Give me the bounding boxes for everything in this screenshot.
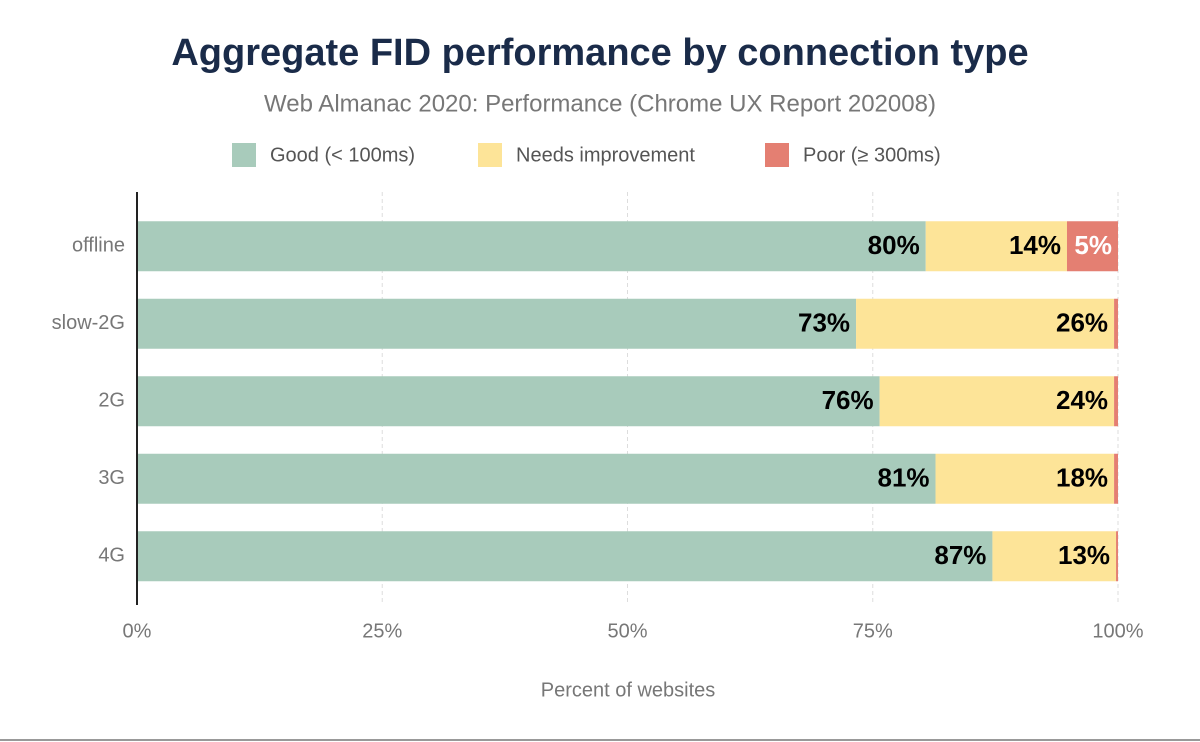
y-tick-label: 2G <box>98 390 125 412</box>
bar-segment <box>856 298 1115 349</box>
data-label: 76% <box>822 385 874 415</box>
bar-segment <box>1116 531 1118 582</box>
y-tick-label: slow-2G <box>52 312 125 334</box>
data-label: 87% <box>934 540 986 570</box>
bar-segment <box>137 531 993 582</box>
bar-segment <box>137 298 857 349</box>
data-label: 5% <box>1074 230 1112 260</box>
data-label: 26% <box>1056 308 1108 338</box>
x-tick-label: 75% <box>853 620 893 642</box>
data-label: 18% <box>1056 463 1108 493</box>
y-tick-label: 4G <box>98 545 125 567</box>
bar-segment <box>992 531 1117 582</box>
data-label: 13% <box>1058 540 1110 570</box>
bar-segment <box>137 453 936 504</box>
data-label: 14% <box>1009 230 1061 260</box>
bar-segment <box>1114 376 1118 427</box>
bar-segment <box>1066 221 1118 272</box>
x-tick-label: 0% <box>123 620 152 642</box>
y-tick-label: offline <box>72 235 125 257</box>
legend-label: Needs improvement <box>516 144 695 166</box>
data-label: 80% <box>868 230 920 260</box>
bar-segment <box>935 453 1115 504</box>
legend-label: Good (< 100ms) <box>270 144 415 166</box>
data-label: 24% <box>1056 385 1108 415</box>
bar-segment <box>1114 298 1118 349</box>
bar-segment <box>137 376 880 427</box>
data-label: 73% <box>798 308 850 338</box>
chart-title: Aggregate FID performance by connection … <box>171 32 1028 74</box>
x-tick-label: 100% <box>1092 620 1143 642</box>
data-label: 81% <box>877 463 929 493</box>
bar-segment <box>137 221 926 272</box>
legend-swatch <box>765 143 789 167</box>
legend-swatch <box>232 143 256 167</box>
x-axis-title: Percent of websites <box>541 679 716 701</box>
bar-segment <box>925 221 1067 272</box>
y-tick-label: 3G <box>98 467 125 489</box>
bar-segment <box>879 376 1115 427</box>
chart-subtitle: Web Almanac 2020: Performance (Chrome UX… <box>264 90 936 117</box>
x-tick-label: 50% <box>607 620 647 642</box>
x-tick-label: 25% <box>362 620 402 642</box>
legend-label: Poor (≥ 300ms) <box>803 144 941 166</box>
legend-swatch <box>478 143 502 167</box>
bar-segment <box>1114 453 1118 504</box>
